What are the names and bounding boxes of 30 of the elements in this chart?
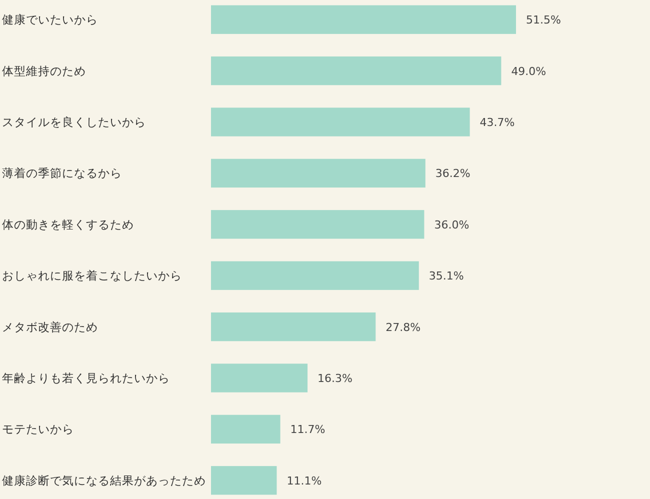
bar	[211, 364, 308, 392]
bar	[211, 210, 424, 239]
data-label: 36.2%	[435, 167, 470, 180]
y-tick-label: 体型維持のため	[2, 64, 86, 78]
bar	[211, 261, 419, 290]
bar	[211, 414, 280, 444]
y-tick-label: 健康診断で気になる結果があったため	[2, 473, 206, 488]
y-tick-label: 年齢よりも若く見られたいから	[2, 371, 170, 385]
data-label: 35.1%	[428, 270, 464, 283]
data-label: 16.3%	[318, 372, 352, 385]
bar	[211, 466, 277, 495]
y-tick-label: 薄着の季節になるから	[2, 166, 122, 180]
y-tick-label: 健康でいたいから	[2, 12, 98, 27]
data-label: 11.7%	[290, 423, 326, 436]
y-tick-label: 体の動きを軽くするため	[2, 217, 134, 232]
bar	[211, 56, 502, 86]
bar	[211, 108, 470, 136]
y-tick-label: モテたいから	[2, 422, 74, 436]
data-label: 11.1%	[286, 474, 322, 488]
y-tick-label: おしゃれに服を着こなしたいから	[2, 268, 182, 283]
bar	[211, 5, 516, 34]
data-label: 27.8%	[386, 320, 421, 334]
bar	[211, 158, 426, 188]
data-label: 43.7%	[480, 116, 515, 129]
y-tick-label: スタイルを良くしたいから	[2, 115, 146, 129]
data-label: 51.5%	[526, 14, 561, 27]
y-tick-label: メタボ改善のため	[2, 320, 98, 334]
bar	[211, 312, 376, 342]
data-label: 49.0%	[511, 64, 546, 78]
data-label: 36.0%	[434, 218, 470, 232]
